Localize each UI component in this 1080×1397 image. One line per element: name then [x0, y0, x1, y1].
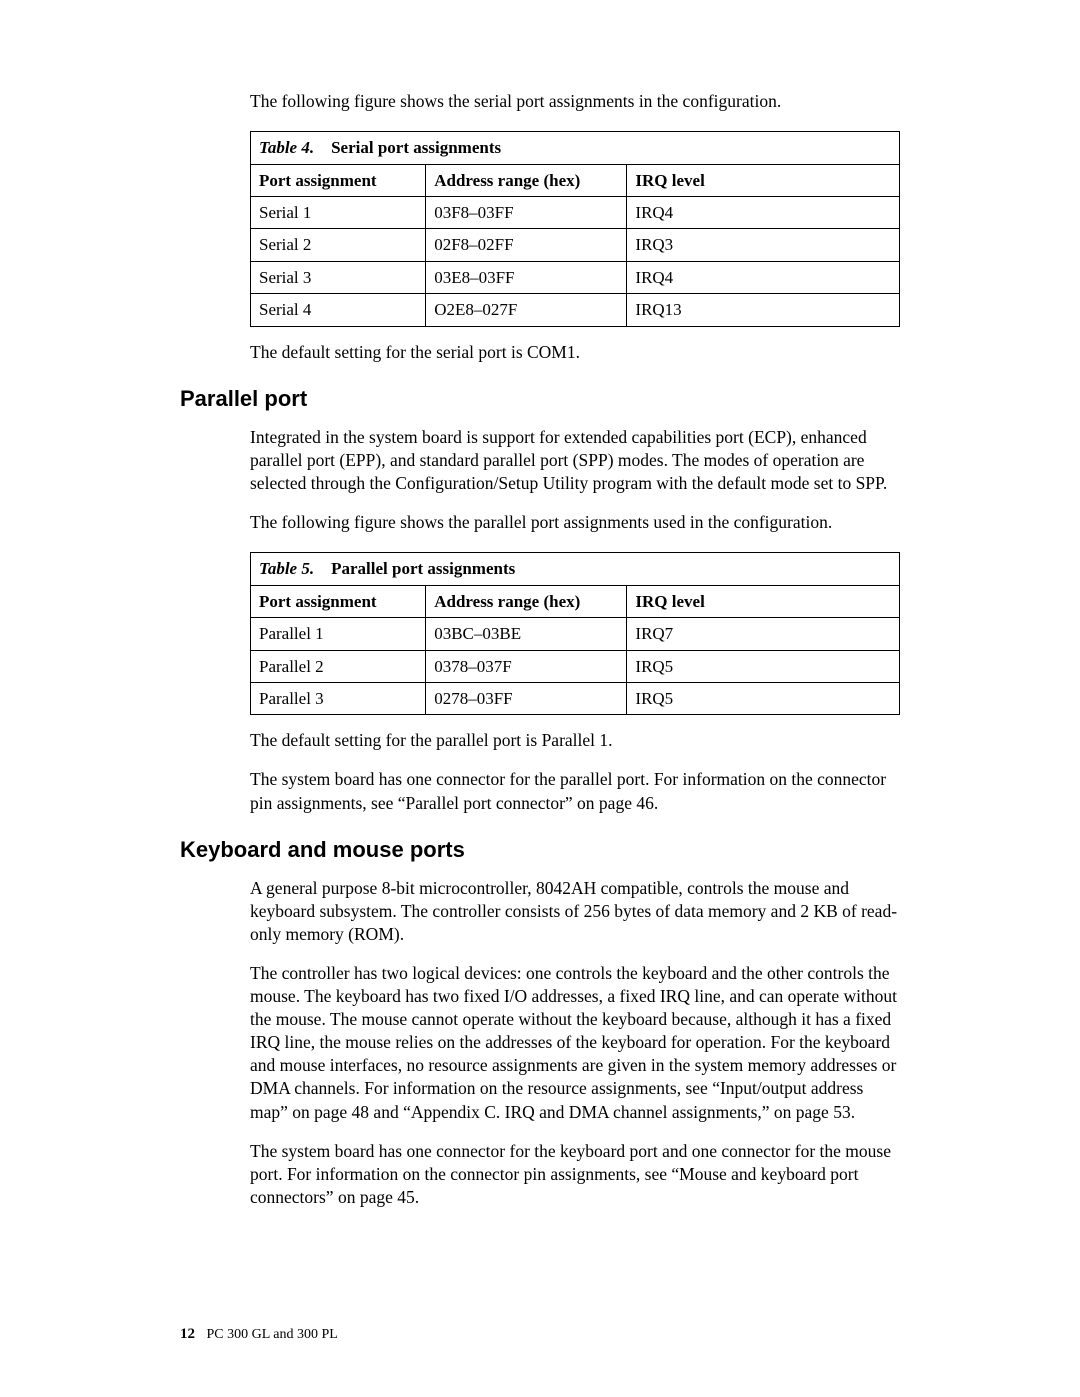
table-cell: Serial 4	[251, 294, 426, 326]
table-cell: 02F8–02FF	[426, 229, 627, 261]
table-cell: IRQ7	[627, 618, 900, 650]
heading-parallel-port: Parallel port	[180, 386, 900, 412]
table4-header-row: Port assignmentAddress range (hex)IRQ le…	[251, 164, 900, 196]
table-cell: Serial 1	[251, 196, 426, 228]
table5-caption-title: Parallel port assignments	[331, 559, 515, 578]
table5-header-row: Port assignmentAddress range (hex)IRQ le…	[251, 585, 900, 617]
paragraph-parallel-1: Integrated in the system board is suppor…	[250, 426, 900, 495]
table5-caption-label: Table 5.	[259, 559, 314, 578]
table-row: Serial 202F8–02FFIRQ3	[251, 229, 900, 261]
column-header: IRQ level	[627, 164, 900, 196]
paragraph-parallel-2: The following figure shows the parallel …	[250, 511, 900, 534]
table-cell: IRQ4	[627, 261, 900, 293]
page-number: 12	[180, 1326, 195, 1342]
content-block: Integrated in the system board is suppor…	[250, 426, 900, 815]
book-title: PC 300 GL and 300 PL	[207, 1327, 338, 1342]
table-cell: 03E8–03FF	[426, 261, 627, 293]
table-cell: IRQ13	[627, 294, 900, 326]
column-header: Port assignment	[251, 164, 426, 196]
table4-caption: Table 4. Serial port assignments	[251, 132, 900, 164]
paragraph-parallel-default: The default setting for the parallel por…	[250, 729, 900, 752]
table-cell: 0278–03FF	[426, 682, 627, 714]
table-cell: Serial 3	[251, 261, 426, 293]
table-parallel-port-assignments: Table 5. Parallel port assignments Port …	[250, 552, 900, 715]
column-header: Address range (hex)	[426, 164, 627, 196]
table5-caption: Table 5. Parallel port assignments	[251, 553, 900, 585]
table-cell: 03F8–03FF	[426, 196, 627, 228]
table-cell: 0378–037F	[426, 650, 627, 682]
table-cell: Parallel 3	[251, 682, 426, 714]
content-block: The following figure shows the serial po…	[250, 90, 900, 364]
table-cell: O2E8–027F	[426, 294, 627, 326]
content-block: A general purpose 8-bit microcontroller,…	[250, 877, 900, 1209]
table-row: Serial 4O2E8–027FIRQ13	[251, 294, 900, 326]
table-cell: IRQ3	[627, 229, 900, 261]
heading-keyboard-mouse-ports: Keyboard and mouse ports	[180, 837, 900, 863]
table-row: Serial 103F8–03FFIRQ4	[251, 196, 900, 228]
table-row: Parallel 30278–03FFIRQ5	[251, 682, 900, 714]
column-header: Address range (hex)	[426, 585, 627, 617]
table4-caption-title: Serial port assignments	[331, 138, 501, 157]
table-row: Serial 303E8–03FFIRQ4	[251, 261, 900, 293]
table-cell: IRQ5	[627, 650, 900, 682]
column-header: Port assignment	[251, 585, 426, 617]
table-cell: Parallel 1	[251, 618, 426, 650]
table-cell: IRQ5	[627, 682, 900, 714]
table4-body: Serial 103F8–03FFIRQ4Serial 202F8–02FFIR…	[251, 196, 900, 326]
table-cell: 03BC–03BE	[426, 618, 627, 650]
column-header: IRQ level	[627, 585, 900, 617]
paragraph-serial-default: The default setting for the serial port …	[250, 341, 900, 364]
paragraph-serial-intro: The following figure shows the serial po…	[250, 90, 900, 113]
paragraph-kbm-2: The controller has two logical devices: …	[250, 962, 900, 1124]
page: The following figure shows the serial po…	[0, 0, 1080, 1397]
page-footer: 12 PC 300 GL and 300 PL	[180, 1326, 338, 1343]
table-cell: Parallel 2	[251, 650, 426, 682]
paragraph-kbm-3: The system board has one connector for t…	[250, 1140, 900, 1209]
table5-body: Parallel 103BC–03BEIRQ7Parallel 20378–03…	[251, 618, 900, 715]
table4-caption-label: Table 4.	[259, 138, 314, 157]
table-row: Parallel 103BC–03BEIRQ7	[251, 618, 900, 650]
paragraph-kbm-1: A general purpose 8-bit microcontroller,…	[250, 877, 900, 946]
table-cell: IRQ4	[627, 196, 900, 228]
table-row: Parallel 20378–037FIRQ5	[251, 650, 900, 682]
table-serial-port-assignments: Table 4. Serial port assignments Port as…	[250, 131, 900, 327]
table-cell: Serial 2	[251, 229, 426, 261]
paragraph-parallel-connector: The system board has one connector for t…	[250, 768, 900, 814]
